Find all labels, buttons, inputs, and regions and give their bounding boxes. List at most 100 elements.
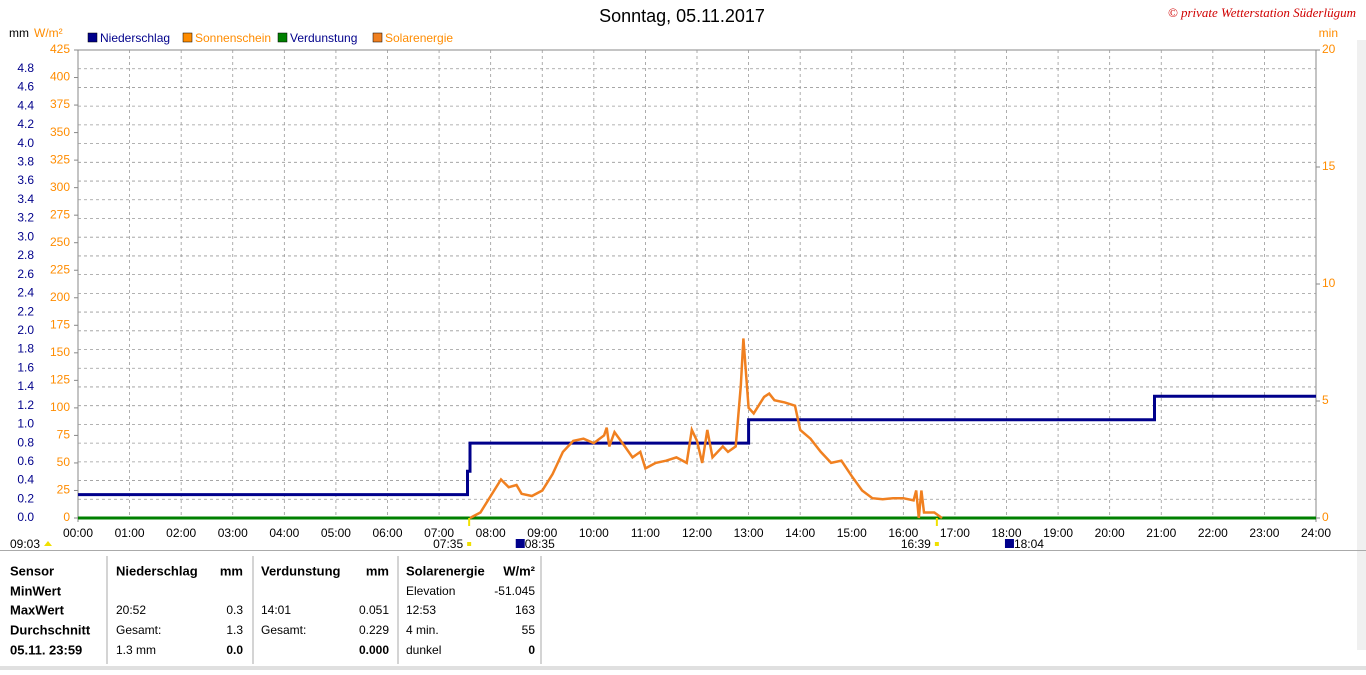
y3-tick-label: 20 (1322, 42, 1336, 56)
y2-tick-label: 50 (57, 455, 71, 469)
row-header: Sensor (10, 563, 54, 578)
marker-label: 18:04 (1014, 537, 1044, 551)
y2-tick-label: 400 (50, 70, 70, 84)
marker-icon (467, 542, 472, 546)
marker-icon (1004, 539, 1014, 548)
legend-swatch (277, 32, 288, 43)
y2-tick-label: 300 (50, 180, 70, 194)
legend-swatch (182, 32, 193, 43)
table-cell: 1.3 (226, 623, 243, 637)
y-tick-label: 4.2 (17, 117, 34, 131)
row-header: MaxWert (10, 602, 65, 617)
x-tick-label: 04:00 (269, 526, 299, 540)
y3-unit: min (1319, 26, 1338, 40)
table-cell: W/m² (503, 563, 535, 578)
table-cell: 4 min. (406, 623, 439, 637)
table-cell: dunkel (406, 643, 441, 657)
x-tick-label: 02:00 (166, 526, 196, 540)
table-cell: mm (366, 563, 389, 578)
x-tick-label: 24:00 (1301, 526, 1331, 540)
table-cell: mm (220, 563, 243, 578)
y3-tick-label: 10 (1322, 276, 1336, 290)
y2-tick-label: 100 (50, 400, 70, 414)
x-tick-label: 13:00 (734, 526, 764, 540)
scrollbar[interactable] (1357, 40, 1366, 650)
y-tick-label: 1.2 (17, 398, 34, 412)
table-cell: -51.045 (494, 584, 535, 598)
marker-icon (934, 542, 939, 546)
row-header: Durchschnitt (10, 622, 91, 637)
table-cell: Solarenergie (406, 563, 485, 578)
x-tick-label: 05:00 (321, 526, 351, 540)
y2-tick-label: 350 (50, 125, 70, 139)
x-tick-label: 23:00 (1249, 526, 1279, 540)
row-header: MinWert (10, 583, 62, 598)
y-tick-label: 3.6 (17, 173, 34, 187)
y2-tick-label: 0 (63, 510, 70, 524)
y-tick-label: 2.8 (17, 248, 34, 262)
y-tick-label: 1.6 (17, 360, 34, 374)
table-cell: 0 (528, 643, 535, 657)
y2-tick-label: 175 (50, 317, 70, 331)
x-tick-label: 11:00 (631, 526, 660, 540)
y-tick-label: 3.8 (17, 154, 34, 168)
y-tick-label: 4.8 (17, 61, 34, 75)
marker-label: 16:39 (901, 537, 931, 551)
table-cell: 0.051 (359, 603, 389, 617)
y2-tick-label: 325 (50, 152, 70, 166)
y-tick-label: 2.0 (17, 323, 34, 337)
x-tick-label: 14:00 (785, 526, 815, 540)
table-cell: 14:01 (261, 603, 291, 617)
x-tick-label: 09:00 (527, 526, 557, 540)
legend-label: Niederschlag (100, 31, 170, 45)
copyright: © private Wetterstation Süderlügum (1168, 5, 1356, 20)
legend-swatch (87, 32, 98, 43)
y-tick-label: 4.4 (17, 98, 34, 112)
table-cell: 1.3 mm (116, 643, 156, 657)
y-tick-label: 0.4 (17, 473, 34, 487)
table-cell: 163 (515, 603, 535, 617)
y-tick-label: 1.4 (17, 379, 34, 393)
x-tick-label: 00:00 (63, 526, 93, 540)
y2-unit: W/m² (34, 26, 63, 40)
table-cell: Verdunstung (261, 563, 341, 578)
table-cell: 55 (522, 623, 536, 637)
marker-label: 07:35 (433, 537, 463, 551)
y-tick-label: 2.6 (17, 267, 34, 281)
y-tick-label: 3.0 (17, 229, 34, 243)
table-cell: 0.229 (359, 623, 389, 637)
y2-tick-label: 375 (50, 97, 70, 111)
table-cell: 20:52 (116, 603, 146, 617)
marker-label: 09:03 (10, 537, 40, 551)
x-tick-label: 10:00 (579, 526, 609, 540)
x-tick-label: 21:00 (1146, 526, 1176, 540)
y3-tick-label: 0 (1322, 510, 1329, 524)
x-tick-label: 19:00 (1043, 526, 1073, 540)
table-cell: Gesamt: (261, 623, 306, 637)
y2-tick-label: 250 (50, 235, 70, 249)
y-tick-label: 0.0 (17, 510, 34, 524)
x-tick-label: 22:00 (1198, 526, 1228, 540)
legend-label: Sonnenschein (195, 31, 271, 45)
table-cell: 0.000 (359, 643, 389, 657)
y3-tick-label: 15 (1322, 159, 1336, 173)
bottom-bar (0, 666, 1366, 670)
y2-tick-label: 75 (57, 428, 71, 442)
y2-tick-label: 425 (50, 42, 70, 56)
separator (0, 550, 1366, 551)
table-cell: Elevation (406, 584, 455, 598)
legend-label: Solarenergie (385, 31, 453, 45)
table-cell: Niederschlag (116, 563, 198, 578)
y-tick-label: 2.4 (17, 286, 34, 300)
chart-title: Sonntag, 05.11.2017 (599, 6, 765, 26)
y2-tick-label: 200 (50, 290, 70, 304)
marker-icon (44, 541, 52, 546)
y3-tick-label: 5 (1322, 393, 1329, 407)
marker-label: 08:35 (525, 537, 555, 551)
y-tick-label: 0.2 (17, 491, 34, 505)
y-tick-label: 3.2 (17, 211, 34, 225)
y2-tick-label: 25 (57, 483, 71, 497)
